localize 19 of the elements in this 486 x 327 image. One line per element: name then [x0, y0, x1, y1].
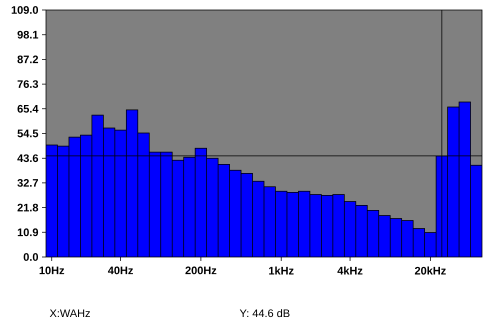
x-tick-label: 200Hz [185, 266, 216, 274]
text: X:WAHz [50, 309, 90, 317]
x-tick-label: 40Hz [108, 266, 133, 274]
y-tick-label: 32.7 [17, 179, 38, 187]
y-tick-label: 98.1 [18, 30, 38, 39]
y-tick-label: 87.2 [17, 56, 38, 64]
y-tick-label: 43.6 [17, 154, 38, 162]
x-tick-label: 20kHz [414, 266, 446, 275]
y-tick-label: 109.0 [12, 6, 38, 14]
y-tick-label: 54.5 [17, 130, 38, 138]
y-tick-label: 0.0 [24, 253, 38, 261]
y-tick-label: 76.3 [18, 80, 38, 88]
y-tick-label: 65.4 [18, 104, 38, 113]
y-tick-label: 21.8 [18, 204, 38, 212]
y-tick-label: 10.9 [18, 228, 38, 236]
text: Y: 44.6 dB [240, 309, 290, 318]
x-tick-label: 4kHz [337, 266, 362, 274]
x-tick-label: 10Hz [40, 266, 64, 274]
x-tick-label: 1kHz [269, 266, 294, 274]
